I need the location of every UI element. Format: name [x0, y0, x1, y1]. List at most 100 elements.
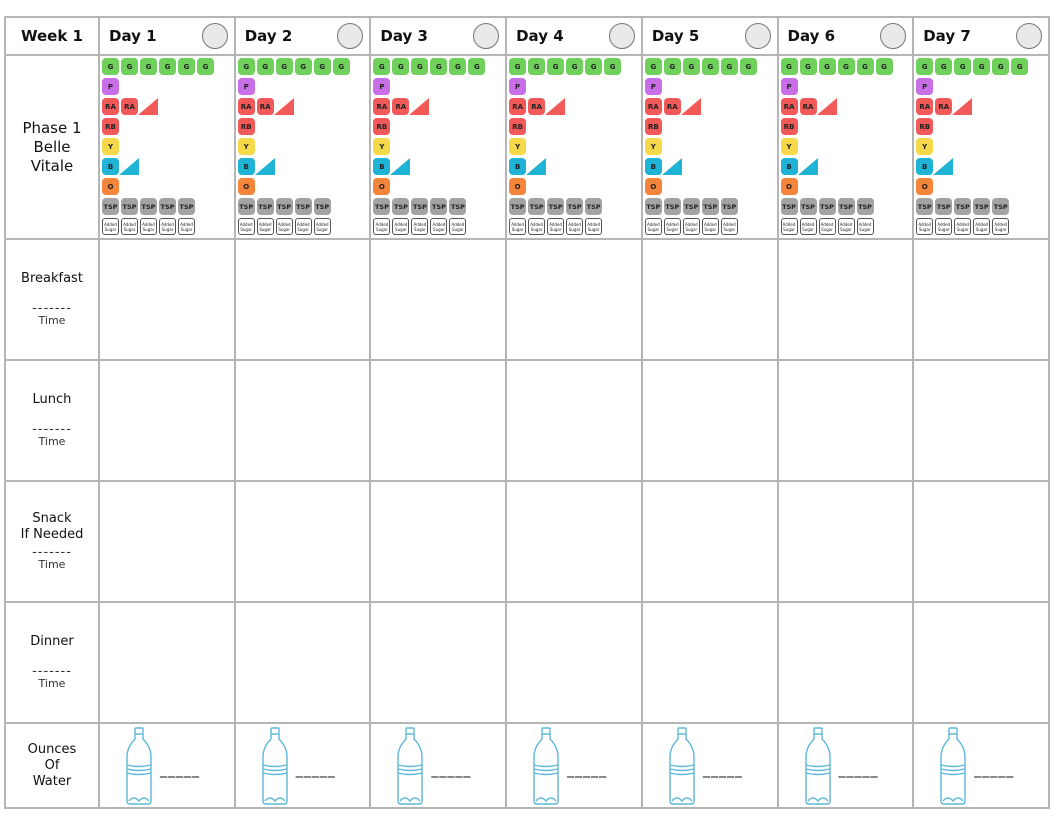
tsp-token[interactable]: TSP [954, 198, 972, 215]
day-check-circle[interactable] [744, 23, 771, 49]
meal-entry-cell[interactable] [233, 359, 372, 482]
added-sugar-token[interactable]: Added Sugar [837, 218, 855, 235]
meal-entry-cell[interactable] [369, 359, 508, 482]
day-check-circle[interactable] [1016, 23, 1042, 49]
green-token[interactable]: G [701, 58, 719, 75]
red-a-token[interactable]: RA [102, 98, 119, 115]
meal-entry-cell[interactable] [776, 601, 915, 724]
meal-entry-cell[interactable] [912, 480, 1050, 603]
yellow-token[interactable]: Y [916, 138, 934, 155]
yellow-token[interactable]: Y [102, 138, 119, 155]
tsp-token[interactable]: TSP [837, 198, 855, 215]
yellow-token[interactable]: Y [644, 138, 662, 155]
meal-entry-cell[interactable] [369, 480, 508, 603]
meal-entry-cell[interactable] [912, 359, 1050, 482]
meal-entry-cell[interactable] [912, 238, 1050, 361]
red-b-token[interactable]: RB [780, 118, 798, 135]
tsp-token[interactable]: TSP [430, 198, 448, 215]
day-check-circle[interactable] [608, 23, 635, 49]
blue-token[interactable]: B [509, 158, 527, 175]
purple-token[interactable]: P [644, 78, 662, 95]
meal-entry-cell[interactable] [505, 601, 643, 724]
green-token[interactable]: G [682, 58, 700, 75]
red-b-token[interactable]: RB [916, 118, 934, 135]
meal-entry-cell[interactable] [776, 359, 915, 482]
meal-entry-cell[interactable] [233, 480, 372, 603]
tsp-token[interactable]: TSP [121, 198, 138, 215]
tsp-token[interactable]: TSP [509, 198, 527, 215]
added-sugar-token[interactable]: Added Sugar [720, 218, 738, 235]
added-sugar-token[interactable]: Added Sugar [528, 218, 546, 235]
added-sugar-token[interactable]: Added Sugar [256, 218, 274, 235]
green-token[interactable]: G [780, 58, 798, 75]
green-token[interactable]: G [121, 58, 138, 75]
water-ounces-blank[interactable]: _____ [160, 761, 200, 778]
green-token[interactable]: G [528, 58, 546, 75]
green-token[interactable]: G [468, 58, 486, 75]
green-token[interactable]: G [509, 58, 527, 75]
green-token[interactable]: G [644, 58, 662, 75]
added-sugar-token[interactable]: Added Sugar [780, 218, 798, 235]
green-token[interactable]: G [1011, 58, 1029, 75]
green-token[interactable]: G [332, 58, 350, 75]
green-token[interactable]: G [140, 58, 157, 75]
meal-entry-cell[interactable] [233, 238, 372, 361]
meal-entry-cell[interactable] [98, 601, 236, 724]
green-token[interactable]: G [837, 58, 855, 75]
added-sugar-token[interactable]: Added Sugar [585, 218, 603, 235]
meal-entry-cell[interactable] [369, 601, 508, 724]
added-sugar-token[interactable]: Added Sugar [701, 218, 719, 235]
orange-token[interactable]: O [780, 178, 798, 195]
added-sugar-token[interactable]: Added Sugar [973, 218, 991, 235]
added-sugar-token[interactable]: Added Sugar [373, 218, 391, 235]
meal-entry-cell[interactable] [98, 359, 236, 482]
green-token[interactable]: G [604, 58, 622, 75]
added-sugar-token[interactable]: Added Sugar [294, 218, 312, 235]
tsp-token[interactable]: TSP [256, 198, 274, 215]
day-check-circle[interactable] [337, 23, 364, 49]
meal-entry-cell[interactable] [640, 601, 779, 724]
added-sugar-token[interactable]: Added Sugar [102, 218, 119, 235]
green-token[interactable]: G [973, 58, 991, 75]
added-sugar-token[interactable]: Added Sugar [509, 218, 527, 235]
tsp-token[interactable]: TSP [566, 198, 584, 215]
blue-token[interactable]: B [237, 158, 255, 175]
tsp-token[interactable]: TSP [992, 198, 1010, 215]
red-a-token[interactable]: RA [256, 98, 274, 115]
purple-token[interactable]: P [780, 78, 798, 95]
tsp-token[interactable]: TSP [159, 198, 176, 215]
green-token[interactable]: G [566, 58, 584, 75]
tsp-token[interactable]: TSP [313, 198, 331, 215]
added-sugar-token[interactable]: Added Sugar [140, 218, 157, 235]
tsp-token[interactable]: TSP [547, 198, 565, 215]
tsp-token[interactable]: TSP [720, 198, 738, 215]
green-token[interactable]: G [178, 58, 195, 75]
yellow-token[interactable]: Y [373, 138, 391, 155]
blue-token[interactable]: B [373, 158, 391, 175]
added-sugar-token[interactable]: Added Sugar [159, 218, 176, 235]
red-a-token[interactable]: RA [799, 98, 817, 115]
red-a-token[interactable]: RA [237, 98, 255, 115]
red-a-token[interactable]: RA [528, 98, 546, 115]
yellow-token[interactable]: Y [509, 138, 527, 155]
tsp-token[interactable]: TSP [799, 198, 817, 215]
tsp-token[interactable]: TSP [701, 198, 719, 215]
red-b-token[interactable]: RB [373, 118, 391, 135]
orange-token[interactable]: O [373, 178, 391, 195]
green-token[interactable]: G [739, 58, 757, 75]
tsp-token[interactable]: TSP [644, 198, 662, 215]
day-check-circle[interactable] [473, 23, 500, 49]
red-a-token[interactable]: RA [916, 98, 934, 115]
tsp-token[interactable]: TSP [449, 198, 467, 215]
purple-token[interactable]: P [237, 78, 255, 95]
tsp-token[interactable]: TSP [102, 198, 119, 215]
red-a-token[interactable]: RA [509, 98, 527, 115]
tsp-token[interactable]: TSP [663, 198, 681, 215]
tsp-token[interactable]: TSP [585, 198, 603, 215]
day-check-circle[interactable] [880, 23, 907, 49]
meal-entry-cell[interactable] [505, 480, 643, 603]
meal-entry-cell[interactable] [640, 359, 779, 482]
tsp-token[interactable]: TSP [916, 198, 934, 215]
green-token[interactable]: G [916, 58, 934, 75]
orange-token[interactable]: O [237, 178, 255, 195]
